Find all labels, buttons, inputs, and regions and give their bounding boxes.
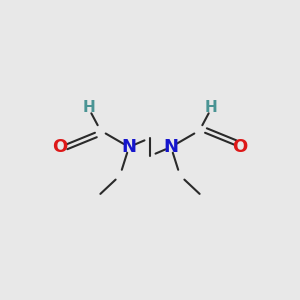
Text: N: N: [122, 138, 136, 156]
Text: H: H: [205, 100, 218, 116]
Text: O: O: [52, 138, 68, 156]
Text: O: O: [232, 138, 247, 156]
Text: N: N: [164, 138, 178, 156]
Text: H: H: [82, 100, 95, 116]
